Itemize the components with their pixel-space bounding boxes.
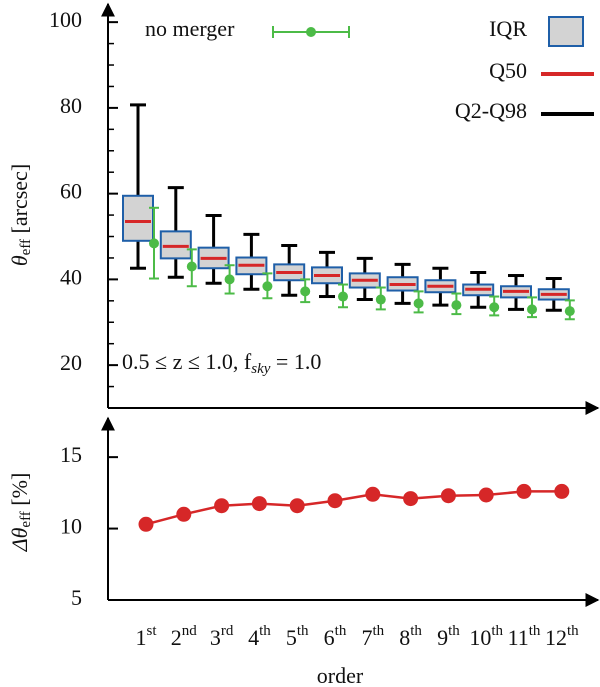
- x-tick-number: 4: [248, 625, 259, 650]
- x-tick-label: 3rd: [210, 623, 234, 650]
- x-tick-label: 9th: [437, 623, 460, 650]
- point: [224, 274, 235, 285]
- y-tick-label: 100: [49, 7, 82, 32]
- point: [365, 486, 381, 502]
- x-tick-suffix: th: [491, 623, 503, 639]
- y-tick-label: 20: [60, 350, 82, 375]
- axes: [101, 2, 600, 607]
- point: [527, 304, 537, 315]
- y-axis-label-unit: [arcsec]: [7, 164, 32, 239]
- legend-key: [548, 16, 584, 47]
- x-tick-suffix: th: [567, 623, 579, 639]
- point: [338, 291, 348, 302]
- x-tick-suffix: th: [335, 623, 347, 639]
- y-axis-label-symbol: Δθ: [7, 527, 32, 552]
- x-tick-number: 9: [437, 625, 448, 650]
- x-tick-label: 2nd: [171, 623, 198, 650]
- legend-key: [306, 27, 316, 37]
- y-axis-label-symbol: θ: [7, 255, 32, 266]
- x-tick-suffix: th: [529, 623, 541, 639]
- x-tick-number: 2: [171, 625, 182, 650]
- x-tick-number: 12: [545, 625, 567, 650]
- point: [138, 516, 154, 532]
- iqr-box: [159, 230, 192, 260]
- legend-label: Q50: [489, 58, 527, 83]
- point: [489, 302, 500, 313]
- y-axis-label: Δθeff [%]: [7, 473, 34, 553]
- y-axis-label-sub: eff: [18, 511, 34, 527]
- x-tick-number: 3: [210, 625, 221, 650]
- point: [554, 483, 570, 499]
- x-axis-label: order: [317, 663, 364, 687]
- legend-label: no merger: [145, 16, 235, 41]
- annotation-end: = 1.0: [270, 349, 321, 374]
- x-tick-number: 6: [324, 625, 335, 650]
- annotation-sub: sky: [251, 361, 270, 377]
- x-tick-suffix: th: [448, 623, 460, 639]
- y-tick-label: 60: [60, 179, 82, 204]
- point: [149, 238, 159, 249]
- point: [413, 298, 424, 309]
- y-tick-label: 10: [60, 514, 82, 539]
- point: [214, 498, 230, 514]
- x-tick-suffix: st: [146, 623, 157, 639]
- point: [289, 498, 305, 514]
- point: [186, 261, 197, 272]
- x-tick-suffix: rd: [221, 623, 234, 639]
- y-axis-label-sub: eff: [18, 239, 34, 255]
- point: [375, 294, 386, 305]
- point: [327, 493, 343, 509]
- y-tick-label: 15: [60, 442, 82, 467]
- point: [300, 286, 311, 297]
- x-tick-number: 7: [361, 625, 372, 650]
- x-tick-label: 12th: [545, 623, 579, 650]
- x-tick-suffix: th: [259, 623, 271, 639]
- y-tick-label: 5: [71, 585, 82, 610]
- point: [403, 491, 419, 507]
- x-tick-label: 5th: [286, 623, 309, 650]
- y-tick-label: 80: [60, 93, 82, 118]
- y-tick-label: 40: [60, 264, 82, 289]
- point: [262, 281, 273, 292]
- point: [451, 300, 462, 311]
- iqr-box: [122, 194, 154, 242]
- x-tick-label: 6th: [324, 623, 347, 650]
- x-tick-suffix: nd: [182, 623, 198, 639]
- point: [251, 496, 267, 512]
- x-tick-label: 4th: [248, 623, 271, 650]
- x-tick-label: 8th: [399, 623, 422, 650]
- x-tick-number: 11: [508, 625, 529, 650]
- line: [145, 490, 562, 526]
- y-axis-label: θeff [arcsec]: [7, 164, 34, 266]
- x-tick-label: 1st: [135, 623, 157, 650]
- x-tick-label: 7th: [361, 623, 384, 650]
- annotation: 0.5 ≤ z ≤ 1.0, fsky = 1.0: [122, 349, 321, 377]
- x-tick-suffix: th: [297, 623, 309, 639]
- x-tick-suffix: th: [372, 623, 384, 639]
- legend-label: Q2-Q98: [455, 98, 527, 123]
- point: [564, 306, 575, 317]
- point: [440, 488, 456, 504]
- y-axis-label-unit: [%]: [7, 473, 32, 511]
- point: [516, 483, 532, 499]
- x-tick-label: 11th: [508, 623, 541, 650]
- x-tick-label: 10th: [469, 623, 503, 650]
- point: [478, 487, 494, 503]
- x-tick-number: 5: [286, 625, 297, 650]
- x-tick-number: 1: [135, 625, 146, 650]
- annotation-text: 0.5 ≤ z ≤ 1.0, f: [122, 349, 252, 374]
- x-tick-suffix: th: [410, 623, 422, 639]
- x-tick-number: 10: [469, 625, 491, 650]
- legend-label: IQR: [489, 16, 527, 41]
- point: [176, 506, 192, 522]
- x-tick-number: 8: [399, 625, 410, 650]
